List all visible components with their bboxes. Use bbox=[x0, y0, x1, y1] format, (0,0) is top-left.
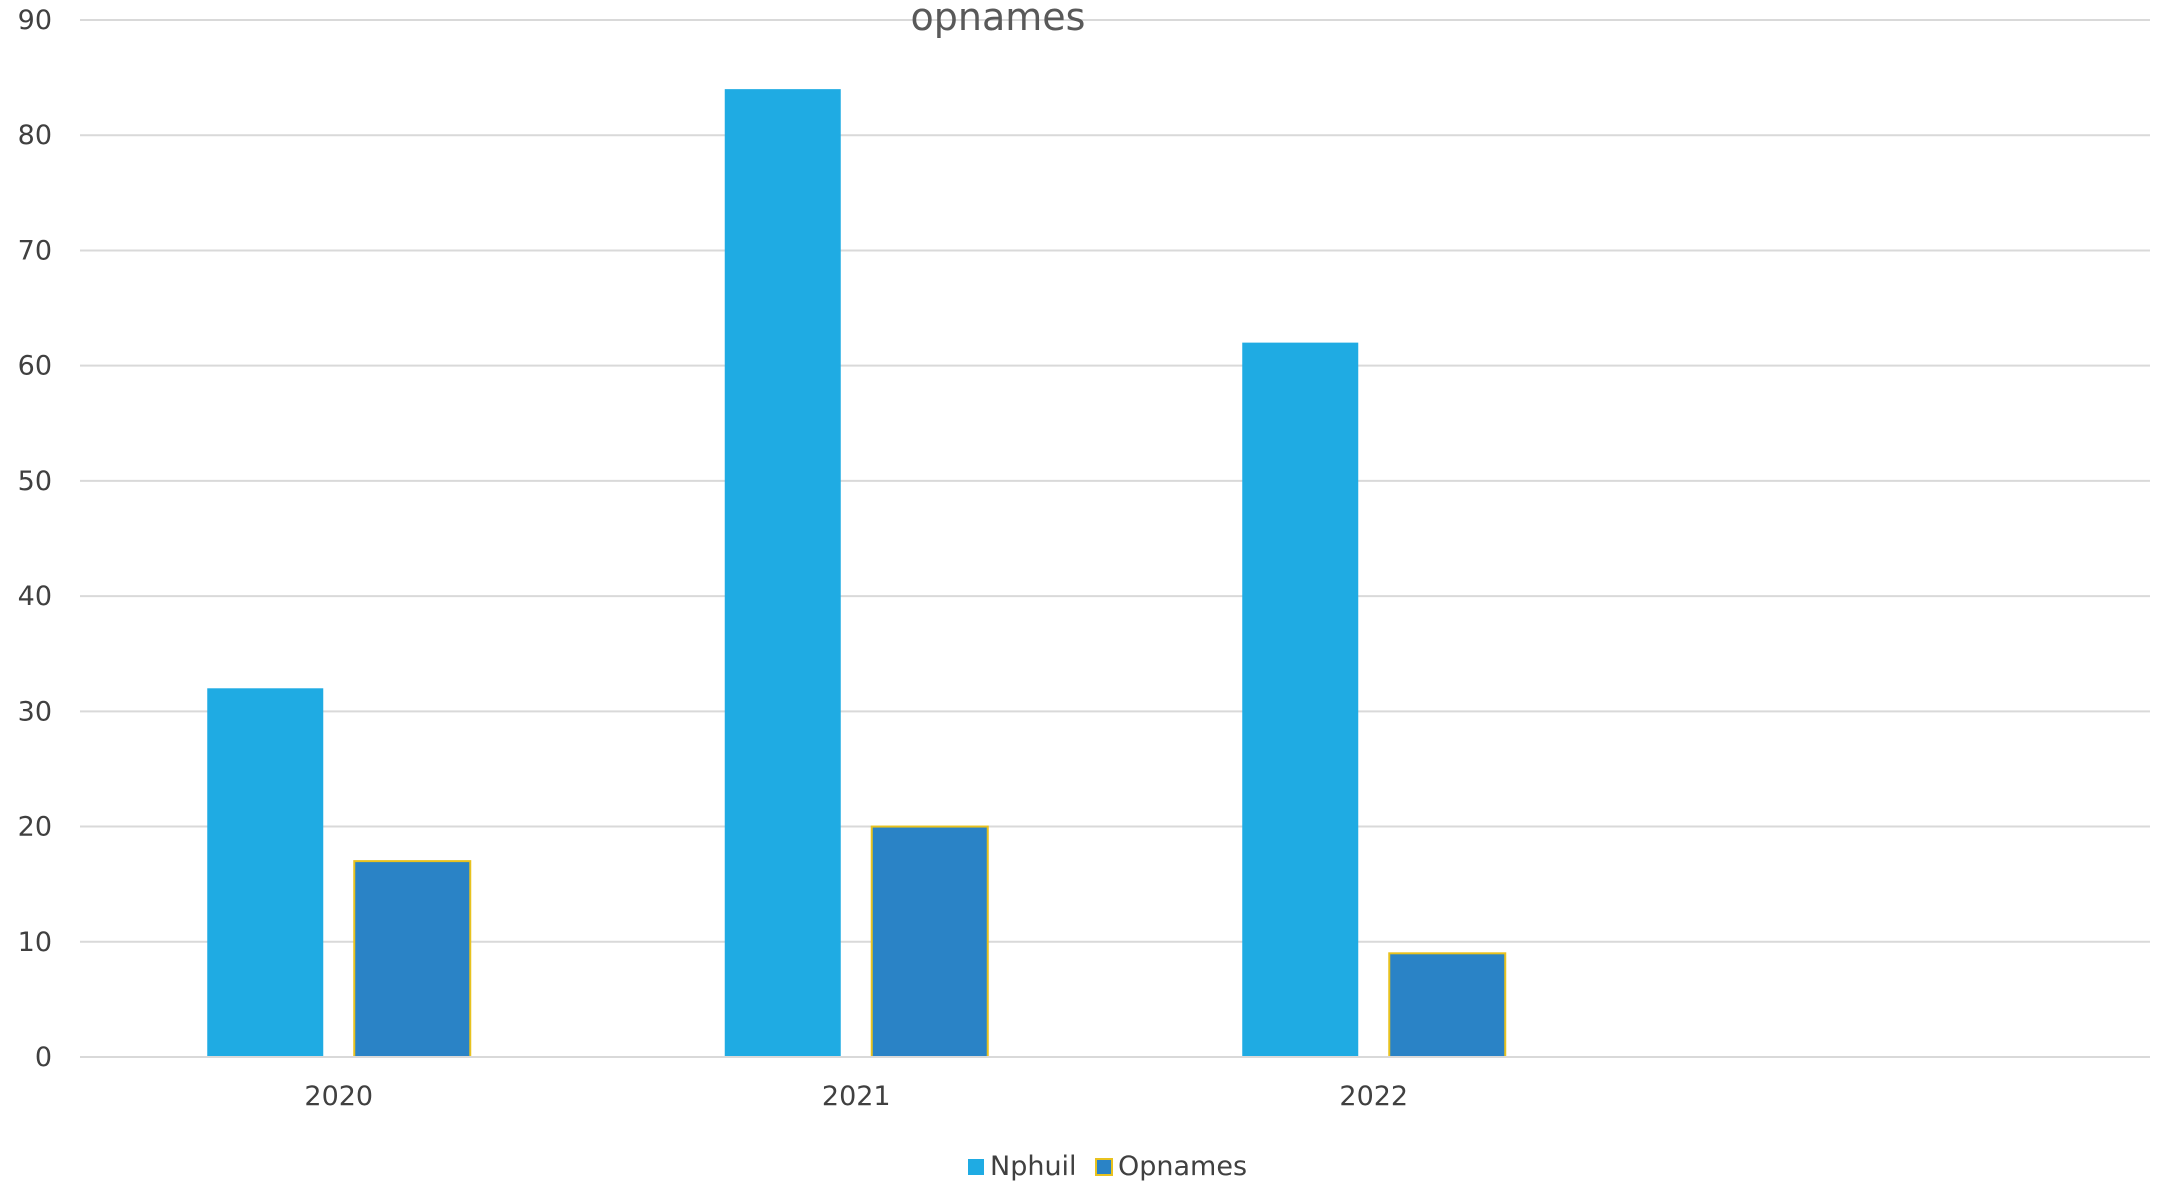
legend-label-opnames: Opnames bbox=[1118, 1151, 1247, 1182]
y-tick-label: 30 bbox=[18, 696, 52, 727]
y-axis-tick-labels: 0 10 20 30 40 50 60 70 80 90 bbox=[18, 5, 52, 1073]
x-tick-label: 2020 bbox=[304, 1081, 373, 1112]
bar-nphuil-2021 bbox=[724, 89, 841, 1058]
x-tick-label: 2022 bbox=[1339, 1081, 1408, 1112]
x-tick-label: 2021 bbox=[822, 1081, 891, 1112]
bar-opnames-2021 bbox=[870, 825, 989, 1058]
y-tick-label: 50 bbox=[18, 466, 52, 497]
legend-label-nphuil: Nphuil bbox=[990, 1151, 1077, 1182]
y-tick-label: 40 bbox=[18, 581, 52, 612]
bar-opnames-2022 bbox=[1388, 952, 1507, 1058]
bars bbox=[207, 89, 1507, 1058]
y-tick-label: 70 bbox=[18, 235, 52, 266]
y-tick-label: 0 bbox=[35, 1042, 52, 1073]
bar-nphuil-2020 bbox=[207, 688, 324, 1057]
y-tick-label: 60 bbox=[18, 351, 52, 382]
x-axis-tick-labels: 2020 2021 2022 bbox=[80, 1056, 2150, 1112]
bar-opnames-2020 bbox=[353, 860, 472, 1058]
legend-swatch-nphuil bbox=[968, 1159, 984, 1175]
legend-swatch-opnames bbox=[1095, 1158, 1113, 1176]
legend: Nphuil Opnames bbox=[968, 1151, 1247, 1182]
y-tick-label: 80 bbox=[18, 120, 52, 151]
y-tick-label: 10 bbox=[18, 927, 52, 958]
y-tick-label: 90 bbox=[18, 5, 52, 36]
bar-nphuil-2022 bbox=[1242, 342, 1359, 1058]
y-tick-label: 20 bbox=[18, 812, 52, 843]
chart-title: opnames bbox=[911, 0, 1086, 39]
